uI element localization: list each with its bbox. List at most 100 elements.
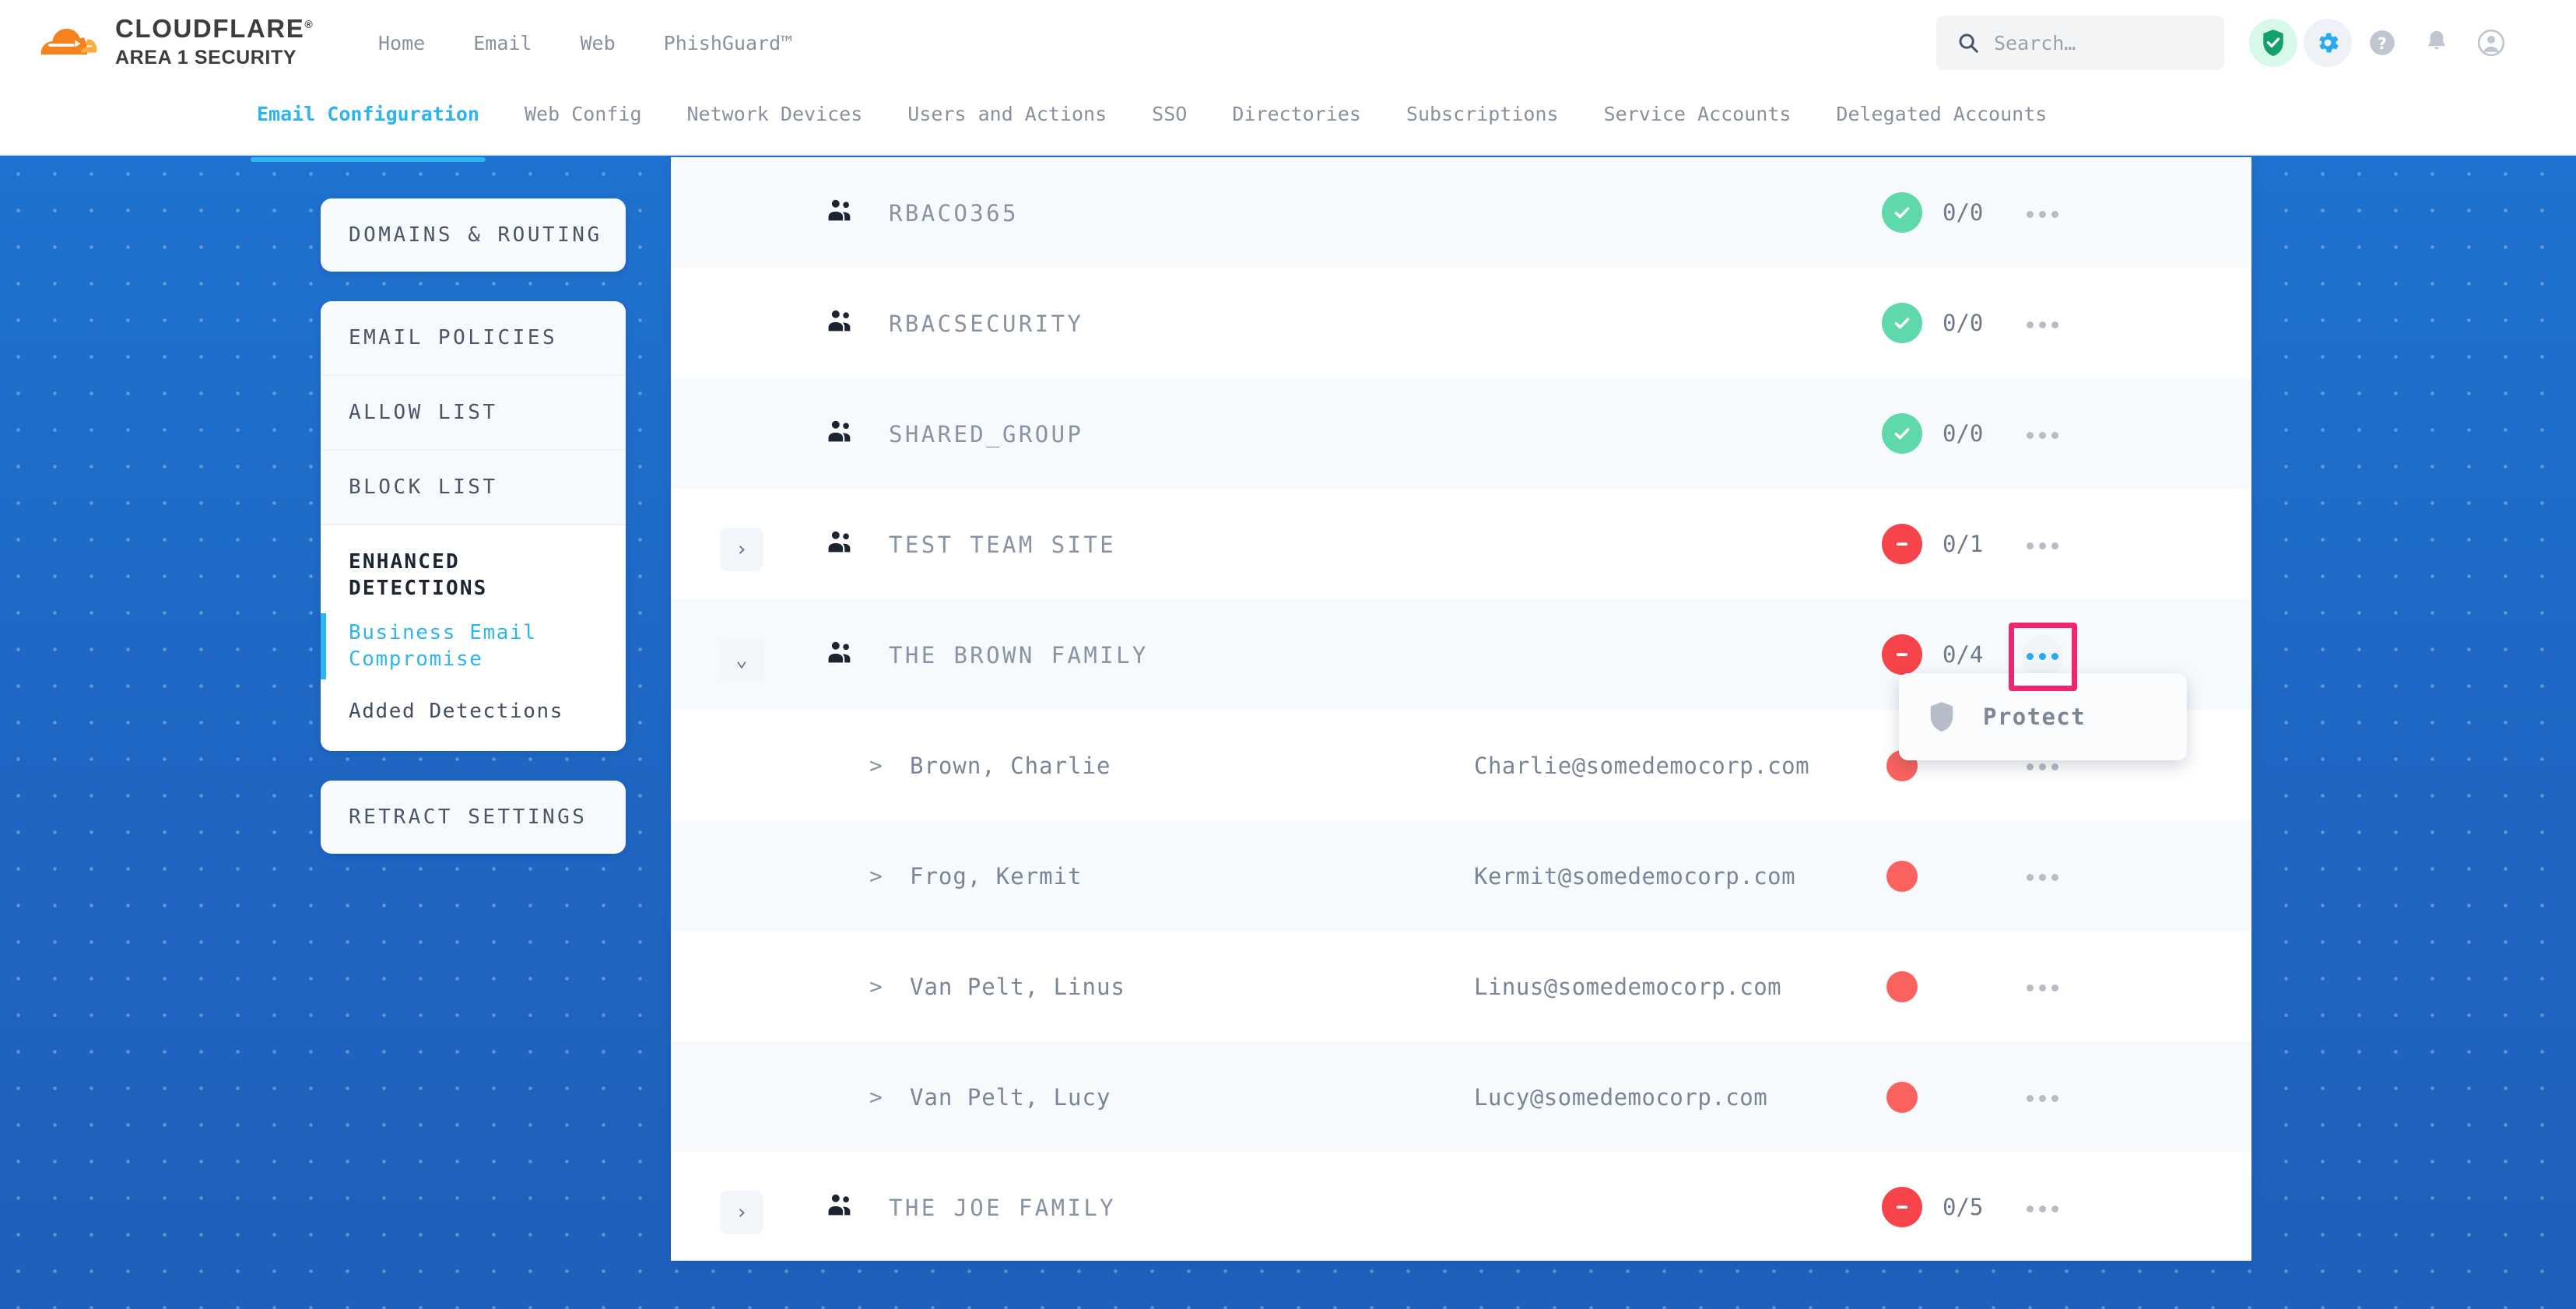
cloudflare-cloud-icon	[40, 28, 97, 55]
expand-toggle-collapsed[interactable]: ›	[720, 528, 763, 571]
more-options-icon[interactable]	[2021, 1077, 2063, 1119]
help-circle-icon[interactable]: ?	[2358, 19, 2406, 67]
tab-service-accounts[interactable]: Service Accounts	[1603, 103, 1792, 125]
sidebar-group-enhanced-detections: ENHANCED DETECTIONS	[321, 525, 626, 607]
nav-home[interactable]: Home	[378, 31, 426, 54]
logo-secondary-text: AREA 1 SECURITY	[115, 46, 297, 68]
table-row[interactable]: RBACO365 0/0	[671, 157, 2251, 268]
group-name: RBACO365	[889, 200, 1019, 226]
primary-nav: Home Email Web PhishGuard™	[354, 0, 816, 86]
member-chevron-icon: >	[869, 753, 883, 778]
tab-sso[interactable]: SSO	[1152, 103, 1188, 125]
minus-icon	[1896, 653, 1908, 656]
top-header: CLOUDFLARE® AREA 1 SECURITY Home Email W…	[0, 0, 2576, 86]
protected-count: 0/5	[1943, 1194, 1984, 1220]
more-options-icon-active[interactable]	[2021, 635, 2063, 677]
svg-text:?: ?	[2378, 34, 2387, 53]
sidebar-item-domains-routing[interactable]: DOMAINS & ROUTING	[349, 223, 602, 247]
minus-icon	[1896, 1205, 1908, 1209]
tab-subscriptions[interactable]: Subscriptions	[1406, 103, 1559, 125]
people-group-icon	[828, 1194, 851, 1216]
nav-web[interactable]: Web	[580, 31, 616, 54]
member-email: Kermit@somedemocorp.com	[1474, 863, 1796, 890]
search-input[interactable]: Search…	[1936, 16, 2224, 70]
member-email: Charlie@somedemocorp.com	[1474, 753, 1810, 779]
table-row[interactable]: › THE JOE FAMILY 0/5	[671, 1152, 2251, 1261]
protected-count: 0/0	[1943, 199, 1984, 226]
group-name: RBACSECURITY	[889, 311, 1084, 337]
header-icon-group: ?	[2249, 16, 2515, 70]
shield-check-icon[interactable]	[2249, 19, 2297, 67]
sidebar-item-block-list[interactable]: BLOCK LIST	[321, 451, 626, 525]
people-group-icon	[828, 420, 851, 442]
search-placeholder: Search…	[1994, 31, 2076, 54]
sidebar-card-policies: EMAIL POLICIES ALLOW LIST BLOCK LIST ENH…	[321, 301, 626, 752]
table-row[interactable]: › TEST TEAM SITE 0/1	[671, 489, 2251, 599]
more-options-icon[interactable]	[2021, 193, 2063, 235]
sidebar-item-retract-settings[interactable]: RETRACT SETTINGS	[349, 805, 588, 830]
more-options-icon[interactable]	[2021, 746, 2063, 788]
more-options-icon[interactable]	[2021, 525, 2063, 567]
more-options-icon[interactable]	[2021, 967, 2063, 1009]
group-name: THE BROWN FAMILY	[889, 642, 1149, 669]
protected-count: 0/0	[1943, 310, 1984, 336]
logo-trademark: ®	[304, 17, 314, 30]
expand-toggle-collapsed[interactable]: ›	[720, 1191, 763, 1234]
list-item[interactable]: > Frog, Kermit Kermit@somedemocorp.com	[671, 820, 2251, 931]
settings-sidebar: DOMAINS & ROUTING EMAIL POLICIES ALLOW L…	[321, 198, 626, 855]
more-options-icon[interactable]	[2021, 1188, 2063, 1230]
account-circle-icon[interactable]	[2467, 19, 2515, 67]
member-name: Brown, Charlie	[910, 753, 1111, 779]
people-group-icon	[828, 199, 851, 221]
sidebar-item-email-policies[interactable]: EMAIL POLICIES	[321, 301, 626, 376]
list-item[interactable]: > Van Pelt, Lucy Lucy@somedemocorp.com	[671, 1041, 2251, 1152]
brand-logo[interactable]: CLOUDFLARE® AREA 1 SECURITY	[33, 8, 328, 75]
group-name: TEST TEAM SITE	[889, 532, 1117, 558]
sidebar-card-retract: RETRACT SETTINGS	[321, 781, 626, 855]
people-group-icon	[828, 641, 851, 663]
member-chevron-icon: >	[869, 974, 883, 999]
people-group-icon	[828, 310, 851, 332]
menu-item-protect[interactable]: Protect	[1983, 704, 2086, 730]
gear-icon[interactable]	[2304, 19, 2352, 67]
member-chevron-icon: >	[869, 1084, 883, 1110]
people-group-icon	[828, 531, 851, 553]
tab-email-configuration[interactable]: Email Configuration	[251, 86, 486, 162]
nav-phishguard[interactable]: PhishGuard™	[663, 31, 793, 54]
member-name: Frog, Kermit	[910, 863, 1083, 890]
list-item[interactable]: > Van Pelt, Linus Linus@somedemocorp.com	[671, 931, 2251, 1041]
sidebar-item-business-email-compromise[interactable]: Business Email Compromise	[321, 606, 626, 686]
minus-icon	[1896, 542, 1908, 546]
group-name: SHARED_GROUP	[889, 421, 1084, 447]
bell-icon[interactable]	[2413, 19, 2461, 67]
tab-list: Email Configuration Web Config Network D…	[251, 86, 2092, 162]
shield-icon	[1930, 702, 1953, 732]
context-menu: Protect	[1899, 673, 2187, 760]
section-tabbar: Email Configuration Web Config Network D…	[0, 86, 2576, 162]
more-options-icon[interactable]	[2021, 304, 2063, 346]
table-row[interactable]: RBACSECURITY 0/0	[671, 268, 2251, 378]
tab-users-and-actions[interactable]: Users and Actions	[907, 103, 1107, 125]
table-row[interactable]: SHARED_GROUP 0/0	[671, 378, 2251, 489]
nav-email[interactable]: Email	[473, 31, 532, 54]
more-options-icon[interactable]	[2021, 414, 2063, 456]
expand-toggle-expanded[interactable]: ⌄	[720, 638, 763, 682]
tab-delegated-accounts[interactable]: Delegated Accounts	[1836, 103, 2048, 125]
protected-count: 0/1	[1943, 531, 1984, 557]
more-options-icon[interactable]	[2021, 856, 2063, 898]
tab-network-devices[interactable]: Network Devices	[686, 103, 863, 125]
sidebar-item-added-detections[interactable]: Added Detections	[321, 685, 626, 752]
tab-directories[interactable]: Directories	[1232, 103, 1361, 125]
member-email: Linus@somedemocorp.com	[1474, 974, 1782, 1000]
status-badge	[1882, 524, 1922, 564]
sidebar-item-allow-list[interactable]: ALLOW LIST	[321, 376, 626, 451]
sidebar-card-domains: DOMAINS & ROUTING	[321, 198, 626, 272]
brand-wordmark: CLOUDFLARE® AREA 1 SECURITY	[115, 16, 314, 68]
member-chevron-icon: >	[869, 863, 883, 889]
tab-web-config[interactable]: Web Config	[524, 103, 642, 125]
status-dot	[1886, 861, 1918, 892]
protected-count: 0/4	[1943, 641, 1984, 668]
status-dot	[1886, 971, 1918, 1002]
group-list-panel: RBACO365 0/0 RBACSECURITY 0/0 SHARED_GRO…	[671, 157, 2251, 1261]
check-icon	[1894, 207, 1910, 219]
